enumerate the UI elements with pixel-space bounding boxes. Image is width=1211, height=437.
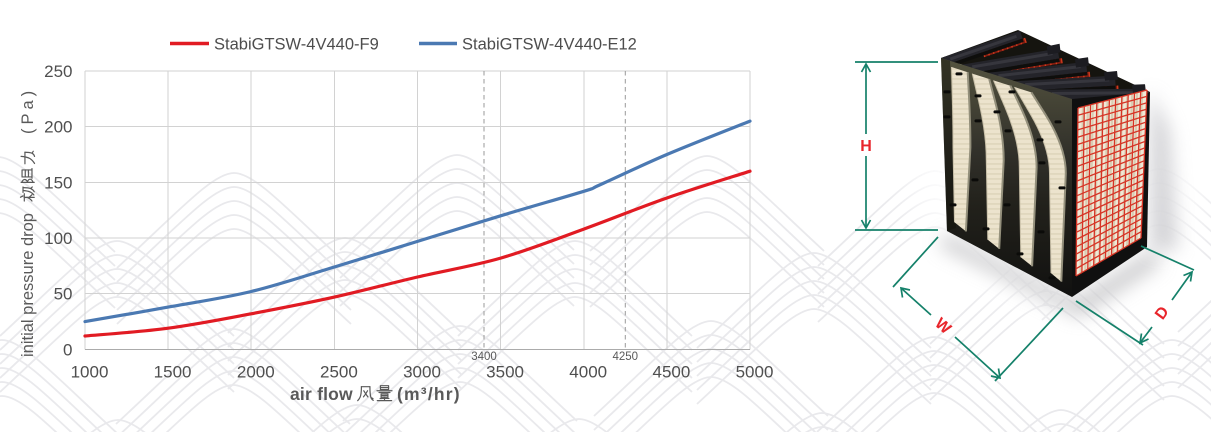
svg-text:4250: 4250	[613, 351, 639, 363]
svg-text:(m³/hr): (m³/hr)	[397, 384, 461, 404]
svg-text:250: 250	[44, 62, 72, 81]
svg-text:initial pressure drop: initial pressure drop	[19, 213, 37, 357]
svg-text:200: 200	[44, 118, 72, 137]
svg-text:2500: 2500	[320, 363, 358, 382]
svg-text:4500: 4500	[652, 363, 690, 382]
svg-text:(Pa): (Pa)	[19, 87, 37, 134]
svg-text:1500: 1500	[154, 363, 192, 382]
svg-text:StabiGTSW-4V440-F9: StabiGTSW-4V440-F9	[214, 36, 379, 54]
svg-text:2000: 2000	[237, 363, 275, 382]
svg-text:3500: 3500	[486, 363, 524, 382]
svg-text:100: 100	[44, 229, 72, 248]
svg-text:4000: 4000	[569, 363, 607, 382]
svg-text:H: H	[860, 138, 872, 155]
svg-text:StabiGTSW-4V440-E12: StabiGTSW-4V440-E12	[462, 36, 637, 54]
svg-text:50: 50	[54, 285, 73, 304]
svg-text:0: 0	[63, 340, 72, 359]
svg-text:air flow: air flow	[290, 384, 353, 404]
svg-text:3000: 3000	[403, 363, 441, 382]
svg-text:3400: 3400	[471, 351, 497, 363]
svg-text:150: 150	[44, 173, 72, 192]
svg-text:5000: 5000	[736, 363, 774, 382]
svg-text:1000: 1000	[71, 363, 109, 382]
